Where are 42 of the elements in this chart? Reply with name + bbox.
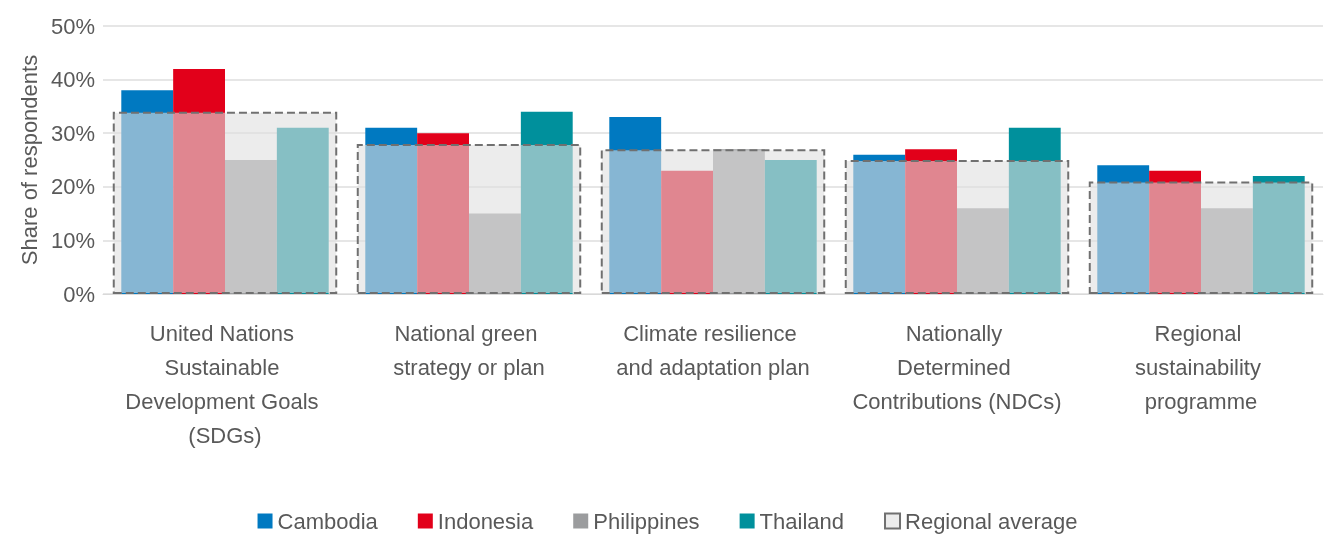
y-tick-label: 50%	[50, 13, 95, 39]
bar	[1008, 127, 1061, 294]
y-tick-label: 0%	[63, 281, 95, 307]
legend-label: Regional average	[905, 508, 1078, 534]
bar	[121, 90, 174, 294]
bar	[225, 160, 277, 294]
bar	[957, 208, 1009, 294]
bar	[853, 154, 906, 294]
x-tick-label: United Nations Sustainable Development Goals (SDGs)	[125, 320, 325, 448]
x-tick-label: National green strategy or plan	[393, 320, 545, 380]
bar	[469, 213, 521, 294]
legend-label: Philippines	[593, 508, 700, 534]
bar	[1097, 165, 1150, 294]
bar	[844, 160, 1070, 294]
bar	[356, 143, 582, 294]
legend-label: Cambodia	[277, 508, 379, 534]
y-tick-label: 20%	[50, 174, 95, 200]
bar	[173, 68, 225, 294]
bar	[600, 149, 826, 294]
bar	[609, 117, 662, 294]
x-tick-label: Nationally Determined Contributions (NDCs)	[852, 320, 1062, 414]
bar	[417, 133, 469, 294]
bar	[1088, 181, 1314, 294]
y-axis-title: Share of respondents	[16, 54, 42, 266]
bar	[713, 149, 765, 294]
bar	[661, 170, 713, 294]
y-tick-label: 30%	[50, 120, 95, 146]
y-tick-label: 40%	[50, 67, 95, 93]
x-tick-label: Climate resilience and adaptation plan	[616, 320, 810, 380]
bar	[1149, 170, 1201, 294]
legend-label: Thailand	[759, 508, 845, 534]
bar	[1252, 176, 1305, 294]
bar	[764, 160, 817, 294]
legend-label: Indonesia	[437, 508, 534, 534]
bar	[520, 111, 573, 294]
bar	[276, 127, 329, 294]
bar	[905, 149, 957, 294]
x-tick-label: Regional sustainability programme	[1134, 320, 1268, 414]
y-tick-label: 10%	[50, 227, 95, 253]
bar	[1201, 208, 1253, 294]
bar	[112, 111, 338, 294]
bar	[365, 127, 418, 294]
